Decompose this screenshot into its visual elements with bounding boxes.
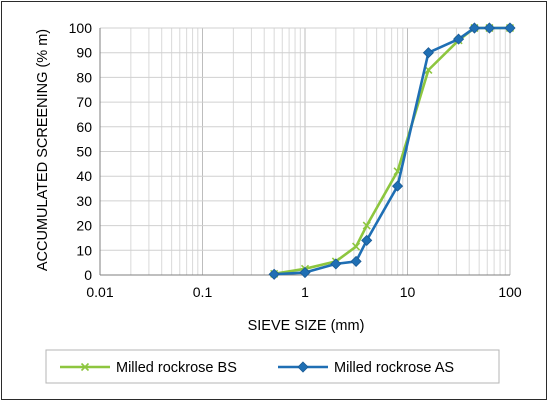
legend-entry-bs: Milled rockrose BS [60, 360, 237, 376]
data-point-diamond [350, 255, 362, 267]
data-point-x-stroke [352, 242, 361, 251]
y-tick-label: 0 [84, 267, 92, 283]
y-tick-label: 70 [76, 94, 92, 110]
legend-box [45, 349, 500, 384]
data-point-diamond [299, 266, 311, 279]
y-tick-label: 80 [76, 69, 92, 85]
data-point-x [362, 221, 371, 230]
x-tick-label: 1 [301, 284, 309, 300]
y-tick-label: 60 [76, 119, 92, 135]
x-tick-label: 100 [498, 284, 522, 300]
data-point-diamond [392, 180, 404, 192]
y-tick-label: 30 [76, 193, 92, 209]
data-point-diamond [453, 33, 465, 45]
legend-label: Milled rockrose AS [334, 360, 454, 376]
data-point-diamond [422, 47, 434, 59]
data-point-x-stroke [362, 221, 371, 230]
x-tick-label: 10 [400, 284, 416, 300]
grid-lines [99, 27, 511, 276]
legend-label: Milled rockrose BS [116, 360, 237, 376]
x-axis-title: SIEVE SIZE (mm) [248, 318, 365, 334]
y-tick-label: 10 [76, 242, 92, 258]
data-point-x [80, 362, 90, 372]
data-point-diamond [330, 258, 342, 270]
data-point-diamond [297, 361, 309, 373]
data-point-diamond [468, 22, 481, 34]
data-point-diamond [483, 22, 495, 34]
y-tick-label: 20 [76, 218, 92, 234]
series-milled-rockrose-as [268, 22, 516, 280]
x-tick-labels: 0.01 0.1 1 10 100 [86, 284, 522, 300]
data-point-x-stroke [424, 65, 433, 75]
legend-entry-as: Milled rockrose AS [278, 360, 454, 376]
x-tick-label: 0.01 [86, 284, 113, 300]
data-point-diamond [268, 268, 280, 280]
y-tick-label: 40 [76, 168, 92, 184]
legend: Milled rockrose BS Milled rockrose AS [45, 349, 500, 384]
y-tick-label: 100 [69, 20, 93, 36]
data-point-x [352, 242, 361, 251]
series-layer [268, 22, 516, 280]
x-tick-label: 0.1 [193, 284, 213, 300]
data-point-x-stroke [393, 167, 402, 176]
data-point-x-stroke [80, 362, 90, 372]
y-tick-label: 50 [76, 144, 92, 160]
y-axis-title: ACCUMULATED SCREENING (% m) [35, 29, 51, 271]
data-point-diamond [361, 234, 373, 246]
y-tick-labels: 0 10 20 30 40 50 60 70 80 90 100 [69, 20, 93, 283]
data-point-diamond [504, 22, 516, 34]
y-tick-label: 90 [76, 45, 92, 61]
